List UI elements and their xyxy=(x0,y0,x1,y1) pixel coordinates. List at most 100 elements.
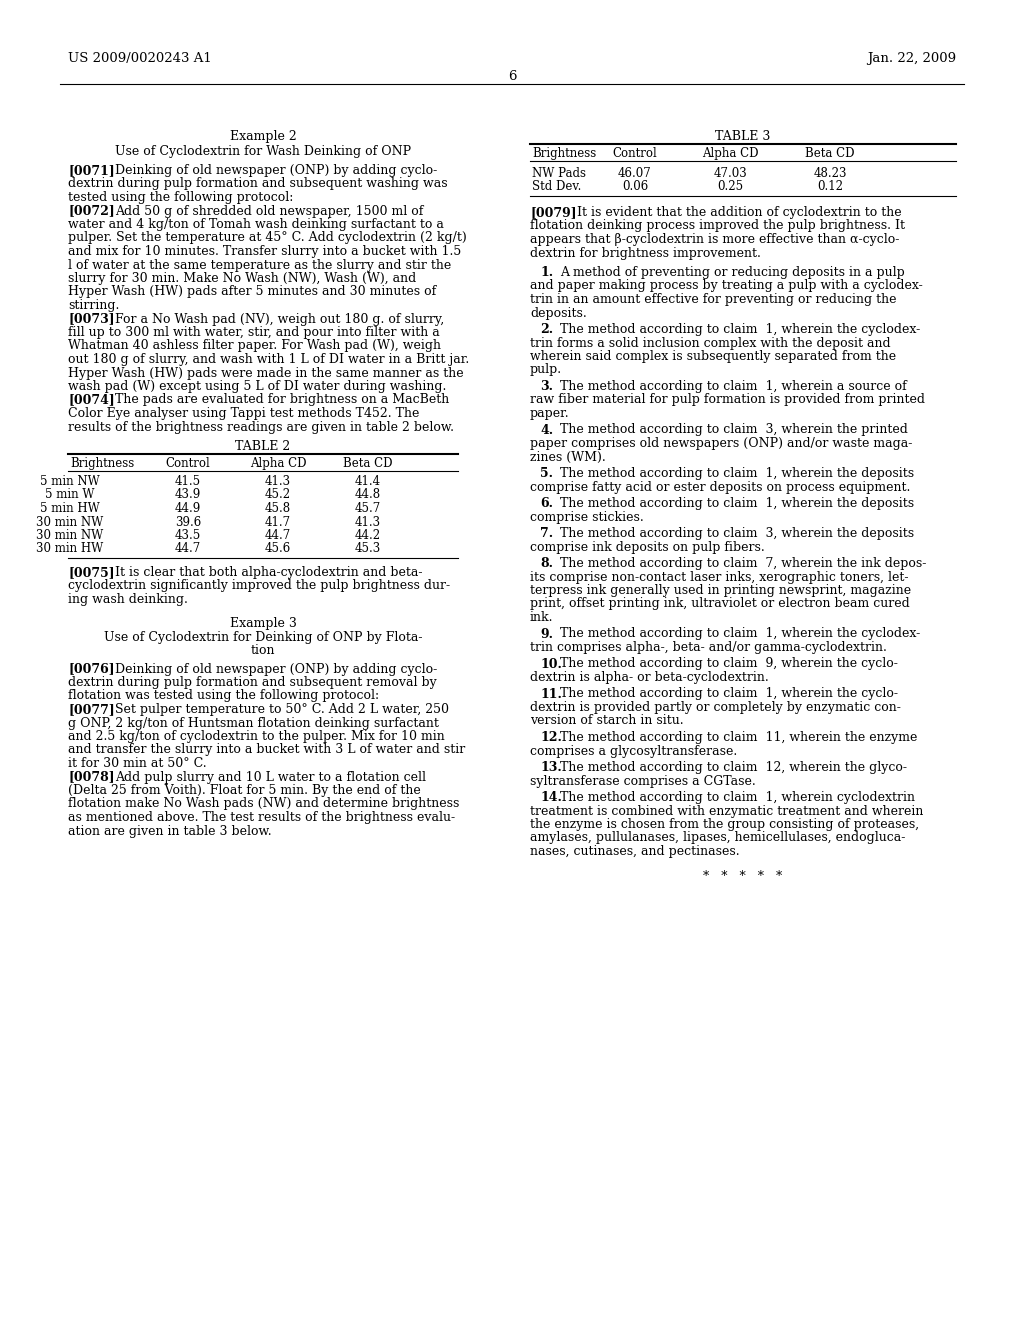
Text: TABLE 2: TABLE 2 xyxy=(236,440,291,453)
Text: stirring.: stirring. xyxy=(68,300,120,312)
Text: The method according to claim  1, wherein the cyclo-: The method according to claim 1, wherein… xyxy=(560,688,898,701)
Text: 45.2: 45.2 xyxy=(265,488,291,502)
Text: paper comprises old newspapers (ONP) and/or waste maga-: paper comprises old newspapers (ONP) and… xyxy=(530,437,912,450)
Text: dextrin during pulp formation and subsequent removal by: dextrin during pulp formation and subseq… xyxy=(68,676,437,689)
Text: Deinking of old newspaper (ONP) by adding cyclo-: Deinking of old newspaper (ONP) by addin… xyxy=(115,164,437,177)
Text: it for 30 min at 50° C.: it for 30 min at 50° C. xyxy=(68,756,207,770)
Text: The method according to claim  1, wherein cyclodextrin: The method according to claim 1, wherein… xyxy=(560,791,915,804)
Text: 45.6: 45.6 xyxy=(265,543,291,556)
Text: comprise ink deposits on pulp fibers.: comprise ink deposits on pulp fibers. xyxy=(530,540,765,553)
Text: print, offset printing ink, ultraviolet or electron beam cured: print, offset printing ink, ultraviolet … xyxy=(530,598,909,610)
Text: flotation deinking process improved the pulp brightness. It: flotation deinking process improved the … xyxy=(530,219,905,232)
Text: comprise fatty acid or ester deposits on process equipment.: comprise fatty acid or ester deposits on… xyxy=(530,480,910,494)
Text: 41.3: 41.3 xyxy=(265,475,291,488)
Text: 45.7: 45.7 xyxy=(355,502,381,515)
Text: tested using the following protocol:: tested using the following protocol: xyxy=(68,191,293,205)
Text: 45.3: 45.3 xyxy=(355,543,381,556)
Text: 44.8: 44.8 xyxy=(355,488,381,502)
Text: 5 min NW: 5 min NW xyxy=(40,475,100,488)
Text: 30 min NW: 30 min NW xyxy=(37,529,103,543)
Text: Alpha CD: Alpha CD xyxy=(250,457,306,470)
Text: [0079]: [0079] xyxy=(530,206,577,219)
Text: 43.5: 43.5 xyxy=(175,529,201,543)
Text: Alpha CD: Alpha CD xyxy=(701,147,758,160)
Text: 41.5: 41.5 xyxy=(175,475,201,488)
Text: Deinking of old newspaper (ONP) by adding cyclo-: Deinking of old newspaper (ONP) by addin… xyxy=(115,663,437,676)
Text: The method according to claim  1, wherein the deposits: The method according to claim 1, wherein… xyxy=(560,498,914,510)
Text: 0.12: 0.12 xyxy=(817,181,843,194)
Text: syltransferase comprises a CGTase.: syltransferase comprises a CGTase. xyxy=(530,775,756,788)
Text: Use of Cyclodextrin for Deinking of ONP by Flota-: Use of Cyclodextrin for Deinking of ONP … xyxy=(103,631,422,644)
Text: g ONP, 2 kg/ton of Huntsman flotation deinking surfactant: g ONP, 2 kg/ton of Huntsman flotation de… xyxy=(68,717,439,730)
Text: [0073]: [0073] xyxy=(68,313,115,326)
Text: dextrin is provided partly or completely by enzymatic con-: dextrin is provided partly or completely… xyxy=(530,701,901,714)
Text: [0076]: [0076] xyxy=(68,663,115,676)
Text: Beta CD: Beta CD xyxy=(805,147,855,160)
Text: 30 min HW: 30 min HW xyxy=(37,543,103,556)
Text: Example 3: Example 3 xyxy=(229,616,296,630)
Text: 43.9: 43.9 xyxy=(175,488,201,502)
Text: Jan. 22, 2009: Jan. 22, 2009 xyxy=(867,51,956,65)
Text: The method according to claim  11, wherein the enzyme: The method according to claim 11, wherei… xyxy=(560,731,918,744)
Text: flotation was tested using the following protocol:: flotation was tested using the following… xyxy=(68,689,379,702)
Text: 44.2: 44.2 xyxy=(355,529,381,543)
Text: ation are given in table 3 below.: ation are given in table 3 below. xyxy=(68,825,271,837)
Text: 44.7: 44.7 xyxy=(265,529,291,543)
Text: (Delta 25 from Voith). Float for 5 min. By the end of the: (Delta 25 from Voith). Float for 5 min. … xyxy=(68,784,421,797)
Text: ink.: ink. xyxy=(530,611,554,624)
Text: 7.: 7. xyxy=(540,527,553,540)
Text: [0075]: [0075] xyxy=(68,566,115,579)
Text: fill up to 300 ml with water, stir, and pour into filter with a: fill up to 300 ml with water, stir, and … xyxy=(68,326,439,339)
Text: Control: Control xyxy=(166,457,210,470)
Text: Whatman 40 ashless filter paper. For Wash pad (W), weigh: Whatman 40 ashless filter paper. For Was… xyxy=(68,339,441,352)
Text: its comprise non-contact laser inks, xerographic toners, let-: its comprise non-contact laser inks, xer… xyxy=(530,570,908,583)
Text: tion: tion xyxy=(251,644,275,657)
Text: 44.9: 44.9 xyxy=(175,502,201,515)
Text: paper.: paper. xyxy=(530,407,569,420)
Text: Example 2: Example 2 xyxy=(229,129,296,143)
Text: as mentioned above. The test results of the brightness evalu-: as mentioned above. The test results of … xyxy=(68,810,455,824)
Text: flotation make No Wash pads (NW) and determine brightness: flotation make No Wash pads (NW) and det… xyxy=(68,797,460,810)
Text: 44.7: 44.7 xyxy=(175,543,201,556)
Text: 46.07: 46.07 xyxy=(618,168,652,180)
Text: 48.23: 48.23 xyxy=(813,168,847,180)
Text: The method according to claim  9, wherein the cyclo-: The method according to claim 9, wherein… xyxy=(560,657,898,671)
Text: 3.: 3. xyxy=(540,380,553,393)
Text: nases, cutinases, and pectinases.: nases, cutinases, and pectinases. xyxy=(530,845,739,858)
Text: comprise stickies.: comprise stickies. xyxy=(530,511,644,524)
Text: [0078]: [0078] xyxy=(68,771,115,784)
Text: The method according to claim  1, wherein the cyclodex-: The method according to claim 1, wherein… xyxy=(560,627,921,640)
Text: 5 min W: 5 min W xyxy=(45,488,95,502)
Text: 13.: 13. xyxy=(540,762,562,774)
Text: wash pad (W) except using 5 L of DI water during washing.: wash pad (W) except using 5 L of DI wate… xyxy=(68,380,446,393)
Text: For a No Wash pad (NV), weigh out 180 g. of slurry,: For a No Wash pad (NV), weigh out 180 g.… xyxy=(115,313,444,326)
Text: Beta CD: Beta CD xyxy=(343,457,393,470)
Text: deposits.: deposits. xyxy=(530,306,587,319)
Text: 0.06: 0.06 xyxy=(622,181,648,194)
Text: Brightness: Brightness xyxy=(532,147,596,160)
Text: ing wash deinking.: ing wash deinking. xyxy=(68,593,187,606)
Text: Control: Control xyxy=(612,147,657,160)
Text: 47.03: 47.03 xyxy=(713,168,746,180)
Text: 14.: 14. xyxy=(540,791,562,804)
Text: Std Dev.: Std Dev. xyxy=(532,181,582,194)
Text: amylases, pullulanases, lipases, hemicellulases, endogluca-: amylases, pullulanases, lipases, hemicel… xyxy=(530,832,905,845)
Text: and paper making process by treating a pulp with a cyclodex-: and paper making process by treating a p… xyxy=(530,280,923,293)
Text: and transfer the slurry into a bucket with 3 L of water and stir: and transfer the slurry into a bucket wi… xyxy=(68,743,465,756)
Text: The method according to claim  7, wherein the ink depos-: The method according to claim 7, wherein… xyxy=(560,557,927,570)
Text: slurry for 30 min. Make No Wash (NW), Wash (W), and: slurry for 30 min. Make No Wash (NW), Wa… xyxy=(68,272,416,285)
Text: 0.25: 0.25 xyxy=(717,181,743,194)
Text: The method according to claim  3, wherein the deposits: The method according to claim 3, wherein… xyxy=(560,527,914,540)
Text: The method according to claim  1, wherein a source of: The method according to claim 1, wherein… xyxy=(560,380,906,393)
Text: appears that β-cyclodextrin is more effective than α-cyclo-: appears that β-cyclodextrin is more effe… xyxy=(530,234,899,246)
Text: 11.: 11. xyxy=(540,688,562,701)
Text: dextrin during pulp formation and subsequent washing was: dextrin during pulp formation and subseq… xyxy=(68,177,447,190)
Text: dextrin for brightness improvement.: dextrin for brightness improvement. xyxy=(530,247,761,260)
Text: Set pulper temperature to 50° C. Add 2 L water, 250: Set pulper temperature to 50° C. Add 2 L… xyxy=(115,704,449,715)
Text: Hyper Wash (HW) pads were made in the same manner as the: Hyper Wash (HW) pads were made in the sa… xyxy=(68,367,464,380)
Text: trin in an amount effective for preventing or reducing the: trin in an amount effective for preventi… xyxy=(530,293,896,306)
Text: [0071]: [0071] xyxy=(68,164,115,177)
Text: US 2009/0020243 A1: US 2009/0020243 A1 xyxy=(68,51,212,65)
Text: 8.: 8. xyxy=(540,557,553,570)
Text: The method according to claim  12, wherein the glyco-: The method according to claim 12, wherei… xyxy=(560,762,907,774)
